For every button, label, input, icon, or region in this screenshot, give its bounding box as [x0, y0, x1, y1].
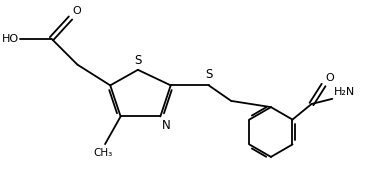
- Text: S: S: [134, 54, 142, 67]
- Text: N: N: [162, 119, 171, 132]
- Text: HO: HO: [1, 34, 19, 44]
- Text: CH₃: CH₃: [94, 148, 113, 158]
- Text: O: O: [325, 73, 334, 83]
- Text: S: S: [205, 68, 212, 81]
- Text: O: O: [72, 6, 81, 16]
- Text: H₂N: H₂N: [334, 87, 355, 97]
